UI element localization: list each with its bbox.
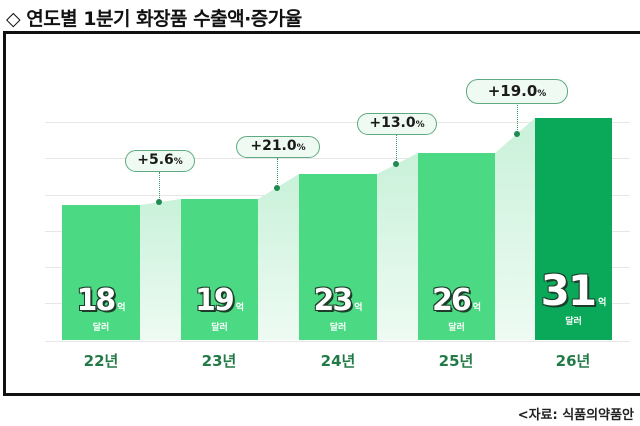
growth-pct: % <box>415 120 425 130</box>
growth-value: +5.6 <box>137 152 174 168</box>
x-tick-label: 25년 <box>438 352 474 370</box>
gridline <box>45 122 630 123</box>
bar-26-highlight: 31 억 달러 <box>535 118 612 340</box>
growth-value: +21.0 <box>250 138 297 154</box>
bar-24: 23 억 달러 <box>299 174 377 340</box>
leader-line <box>159 172 160 202</box>
growth-badge: +5.6% <box>125 150 195 172</box>
bar-22: 18 억 달러 <box>62 205 140 340</box>
leader-dot <box>393 161 399 167</box>
leader-dot <box>156 199 162 205</box>
x-tick-label: 22년 <box>83 352 119 370</box>
bar-23: 19 억 달러 <box>181 199 258 340</box>
leader-line <box>517 102 518 134</box>
growth-pct: % <box>296 143 306 153</box>
source-note: <자료: 식품의약품안 <box>517 408 634 423</box>
bar-unit: 억 <box>472 303 482 313</box>
leader-line <box>396 134 397 164</box>
bar-value: 26 <box>431 283 472 318</box>
bar-currency: 달러 <box>565 317 582 327</box>
bar-25: 26 억 달러 <box>418 153 495 340</box>
bar-currency: 달러 <box>448 323 465 333</box>
bar-currency: 달러 <box>329 323 347 333</box>
bar-value: 23 <box>313 283 353 318</box>
bar-unit: 억 <box>235 303 245 313</box>
bar-unit: 억 <box>117 303 126 313</box>
growth-badge: +19.0% <box>466 79 568 104</box>
leader-dot <box>274 185 280 191</box>
chart-title: ◇ 연도별 1분기 화장품 수출액·증가율 <box>6 8 302 30</box>
bar-value: 18 <box>76 283 116 318</box>
growth-pct: % <box>173 157 183 167</box>
x-tick-label: 24년 <box>320 352 356 370</box>
bar-unit: 억 <box>354 303 363 313</box>
x-tick-label: 23년 <box>201 352 237 370</box>
bar-currency: 달러 <box>92 323 110 333</box>
growth-badge: +13.0% <box>357 113 437 135</box>
bar-unit: 억 <box>598 298 607 308</box>
leader-line <box>277 158 278 188</box>
growth-value: +19.0 <box>487 82 538 100</box>
leader-dot <box>514 131 520 137</box>
bar-value: 31 <box>540 266 597 315</box>
growth-pct: % <box>537 89 547 99</box>
growth-value: +13.0 <box>369 115 416 131</box>
growth-badge: +21.0% <box>236 136 320 158</box>
gridline <box>45 341 630 342</box>
gridline <box>45 158 630 159</box>
x-tick-label: 26년 <box>555 352 591 370</box>
chart-frame <box>3 31 640 396</box>
bar-value: 19 <box>194 283 235 318</box>
bar-currency: 달러 <box>211 323 228 333</box>
